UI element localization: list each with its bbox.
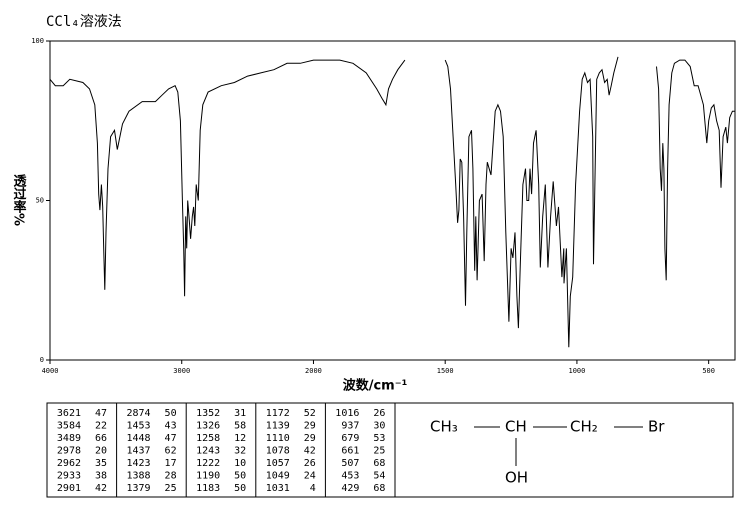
spectrum-line: [49, 56, 735, 348]
peak-transmittance: 28: [165, 471, 177, 482]
structure-group: CH₃: [430, 418, 458, 436]
structure-substituent: OH: [505, 469, 528, 487]
peak-transmittance: 10: [234, 458, 246, 469]
peak-transmittance: 58: [234, 421, 246, 432]
peak-wavenumber: 429: [341, 483, 359, 494]
peak-transmittance: 4: [310, 483, 316, 494]
x-tick-label: 2000: [305, 367, 322, 375]
structure-group: Br: [648, 418, 665, 436]
peak-transmittance: 68: [373, 458, 385, 469]
peak-wavenumber: 1110: [266, 433, 290, 444]
peak-wavenumber: 2962: [57, 458, 81, 469]
peak-transmittance: 35: [95, 458, 107, 469]
peak-wavenumber: 1437: [127, 446, 151, 457]
peak-wavenumber: 1448: [127, 433, 151, 444]
peak-transmittance: 38: [95, 471, 107, 482]
x-tick-label: 4000: [42, 367, 59, 375]
peak-transmittance: 50: [165, 408, 177, 419]
peak-transmittance: 47: [95, 408, 107, 419]
peak-transmittance: 32: [234, 446, 246, 457]
peak-wavenumber: 1190: [196, 471, 220, 482]
peak-wavenumber: 1031: [266, 483, 290, 494]
structure-group: CH: [505, 418, 527, 436]
peak-transmittance: 29: [304, 433, 316, 444]
peak-wavenumber: 1243: [196, 446, 220, 457]
peak-transmittance: 20: [95, 446, 107, 457]
peak-wavenumber: 679: [341, 433, 359, 444]
peak-wavenumber: 1258: [196, 433, 220, 444]
peak-wavenumber: 1453: [127, 421, 151, 432]
y-tick-label: 50: [36, 197, 44, 205]
peak-wavenumber: 937: [341, 421, 359, 432]
peak-wavenumber: 1078: [266, 446, 290, 457]
plot-frame: [49, 40, 736, 361]
peak-wavenumber: 1049: [266, 471, 290, 482]
peak-wavenumber: 1326: [196, 421, 220, 432]
x-tick-label: 3000: [173, 367, 190, 375]
peak-wavenumber: 3584: [57, 421, 81, 432]
peak-transmittance: 26: [304, 458, 316, 469]
peak-transmittance: 17: [165, 458, 177, 469]
peak-wavenumber: 453: [341, 471, 359, 482]
peak-wavenumber: 2978: [57, 446, 81, 457]
peak-wavenumber: 1222: [196, 458, 220, 469]
x-tick-label: 1000: [568, 367, 585, 375]
peak-transmittance: 25: [373, 446, 385, 457]
peak-wavenumber: 1183: [196, 483, 220, 494]
peak-wavenumber: 1352: [196, 408, 220, 419]
peak-wavenumber: 1139: [266, 421, 290, 432]
peak-wavenumber: 1016: [335, 408, 359, 419]
peak-wavenumber: 2874: [127, 408, 151, 419]
structure-bonds: [474, 426, 643, 466]
y-tick-label: 100: [31, 37, 44, 45]
peak-transmittance: 52: [304, 408, 316, 419]
peak-wavenumber: 661: [341, 446, 359, 457]
y-axis-label: 透过率%: [11, 174, 27, 226]
peak-wavenumber: 1057: [266, 458, 290, 469]
peak-transmittance: 42: [95, 483, 107, 494]
peak-transmittance: 66: [95, 433, 107, 444]
peak-wavenumber: 1172: [266, 408, 290, 419]
chart-title: CCl₄溶液法: [46, 14, 122, 30]
peak-transmittance: 53: [373, 433, 385, 444]
peak-transmittance: 50: [234, 483, 246, 494]
peak-transmittance: 54: [373, 471, 385, 482]
peak-wavenumber: 1388: [127, 471, 151, 482]
peak-wavenumber: 1379: [127, 483, 151, 494]
peak-transmittance: 62: [165, 446, 177, 457]
y-tick-label: 0: [40, 356, 44, 364]
table-frame: [46, 402, 734, 498]
x-tick-label: 1500: [437, 367, 454, 375]
peak-transmittance: 50: [234, 471, 246, 482]
peak-transmittance: 22: [95, 421, 107, 432]
x-axis-label: 波数/cm⁻¹: [343, 378, 408, 394]
peak-transmittance: 43: [165, 421, 177, 432]
peak-wavenumber: 2933: [57, 471, 81, 482]
peak-transmittance: 29: [304, 421, 316, 432]
peak-wavenumber: 507: [341, 458, 359, 469]
peak-wavenumber: 2901: [57, 483, 81, 494]
peak-transmittance: 30: [373, 421, 385, 432]
peak-transmittance: 24: [304, 471, 316, 482]
peak-transmittance: 47: [165, 433, 177, 444]
peak-transmittance: 26: [373, 408, 385, 419]
x-tick-label: 500: [702, 367, 715, 375]
peak-transmittance: 12: [234, 433, 246, 444]
peak-transmittance: 42: [304, 446, 316, 457]
peak-wavenumber: 3489: [57, 433, 81, 444]
peak-wavenumber: 1423: [127, 458, 151, 469]
peak-transmittance: 31: [234, 408, 246, 419]
peak-transmittance: 68: [373, 483, 385, 494]
peak-wavenumber: 3621: [57, 408, 81, 419]
structure-group: CH₂: [570, 418, 598, 436]
peak-transmittance: 25: [165, 483, 177, 494]
